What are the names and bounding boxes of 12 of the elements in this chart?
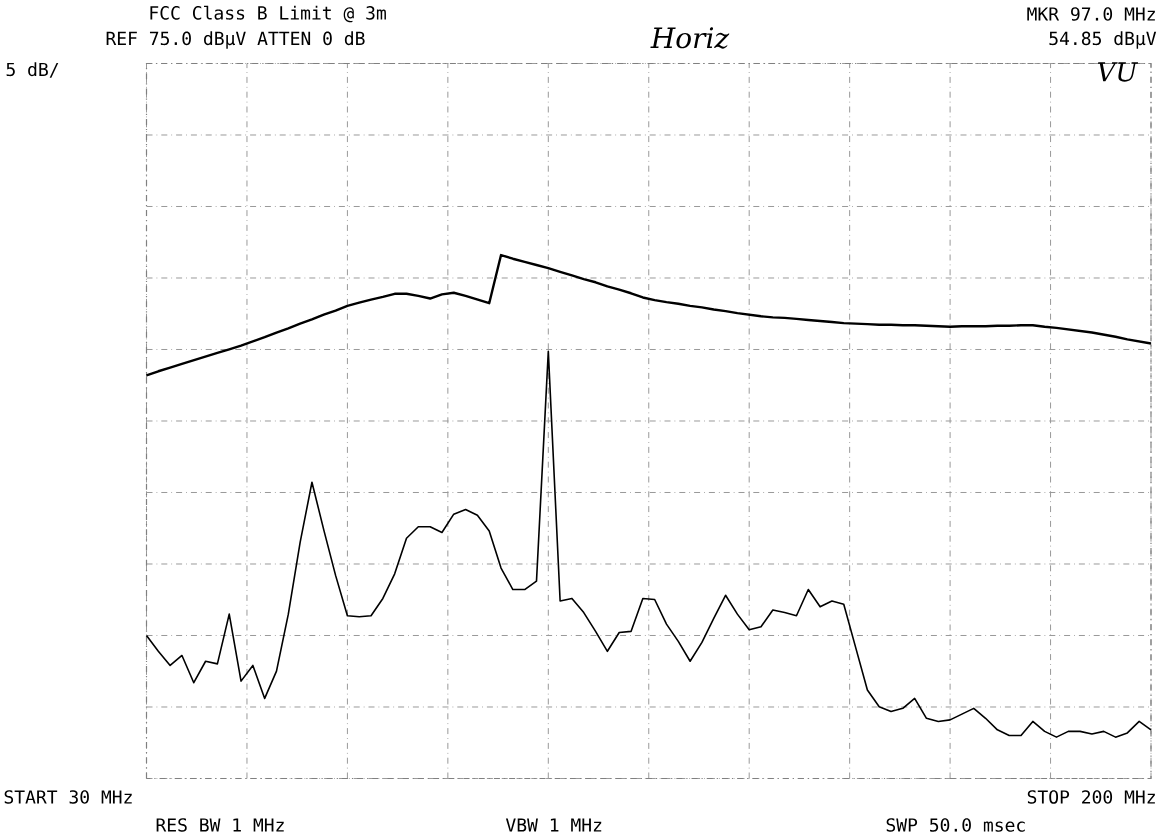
text: 54.85 dBµV	[1049, 31, 1157, 49]
text: Horiz	[650, 27, 730, 49]
chart-title: FCC Class B Limit @ 3m	[150, 5, 386, 23]
text: START 30 MHz	[4, 790, 132, 804]
text: 5 dB/	[6, 62, 59, 78]
text: RES BW 1 MHz	[156, 818, 284, 832]
text: STOP 200 MHz	[1027, 790, 1155, 804]
text: MKR 97.0 MHz	[1027, 7, 1155, 21]
text: VBW 1 MHz	[505, 818, 602, 832]
text: VU	[1097, 62, 1139, 82]
text: SWP 50.0 msec	[886, 818, 1025, 832]
text: REF 75.0 dBµV ATTEN 0 dB	[106, 31, 365, 49]
